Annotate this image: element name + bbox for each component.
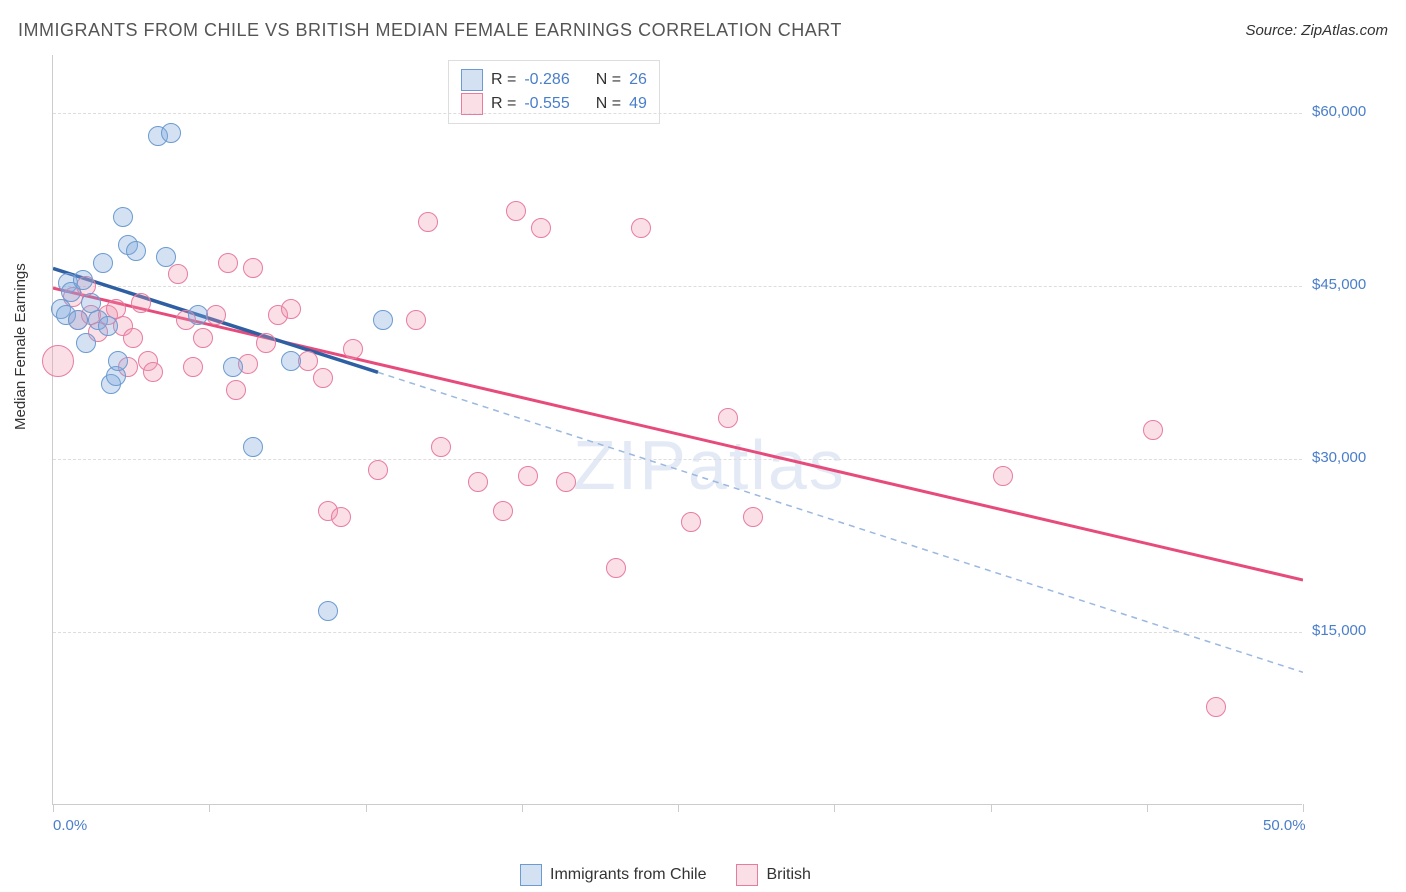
scatter-point-chile	[281, 351, 301, 371]
x-tick-label: 0.0%	[53, 817, 87, 834]
n-label: N =	[596, 95, 621, 113]
scatter-point-chile	[318, 601, 338, 621]
scatter-point-british	[343, 339, 363, 359]
x-tick	[1147, 804, 1148, 812]
scatter-point-british	[518, 466, 538, 486]
legend-item-british: British	[736, 864, 810, 886]
scatter-point-british	[506, 201, 526, 221]
watermark: ZIPatlas	[573, 425, 846, 505]
x-tick	[991, 804, 992, 812]
scatter-point-chile	[223, 357, 243, 377]
scatter-point-chile	[68, 310, 88, 330]
header: IMMIGRANTS FROM CHILE VS BRITISH MEDIAN …	[18, 20, 1388, 41]
legend-label-chile: Immigrants from Chile	[550, 866, 706, 884]
x-tick	[834, 804, 835, 812]
legend-row-british: R = -0.555 N = 49	[461, 93, 647, 115]
scatter-point-british	[168, 264, 188, 284]
x-tick	[678, 804, 679, 812]
x-tick-label: 50.0%	[1263, 817, 1306, 834]
scatter-point-chile	[243, 437, 263, 457]
scatter-point-british	[206, 305, 226, 325]
swatch-chile	[520, 864, 542, 886]
scatter-point-chile	[373, 310, 393, 330]
gridline	[53, 286, 1302, 287]
scatter-point-chile	[188, 305, 208, 325]
x-tick	[522, 804, 523, 812]
scatter-point-british	[218, 253, 238, 273]
r-label: R =	[491, 95, 516, 113]
chart-container: IMMIGRANTS FROM CHILE VS BRITISH MEDIAN …	[0, 0, 1406, 892]
gridline	[53, 113, 1302, 114]
chart-title: IMMIGRANTS FROM CHILE VS BRITISH MEDIAN …	[18, 20, 842, 41]
scatter-point-british	[493, 501, 513, 521]
legend-row-chile: R = -0.286 N = 26	[461, 69, 647, 91]
x-tick	[53, 804, 54, 812]
source-label: Source: ZipAtlas.com	[1245, 22, 1388, 39]
legend-item-chile: Immigrants from Chile	[520, 864, 706, 886]
swatch-british	[461, 93, 483, 115]
n-value-british: 49	[629, 95, 647, 113]
y-tick-label: $30,000	[1312, 449, 1382, 466]
series-legend: Immigrants from Chile British	[520, 864, 811, 886]
scatter-point-chile	[108, 351, 128, 371]
swatch-chile	[461, 69, 483, 91]
scatter-point-british	[313, 368, 333, 388]
scatter-point-british	[143, 362, 163, 382]
scatter-point-british	[183, 357, 203, 377]
scatter-point-british	[193, 328, 213, 348]
scatter-point-british	[1143, 420, 1163, 440]
y-tick-label: $45,000	[1312, 276, 1382, 293]
scatter-point-chile	[126, 241, 146, 261]
correlation-legend: R = -0.286 N = 26 R = -0.555 N = 49	[448, 60, 660, 124]
scatter-point-british	[226, 380, 246, 400]
r-label: R =	[491, 71, 516, 89]
scatter-point-british	[243, 258, 263, 278]
gridline	[53, 459, 1302, 460]
y-tick-label: $15,000	[1312, 622, 1382, 639]
scatter-point-chile	[161, 123, 181, 143]
scatter-point-british	[123, 328, 143, 348]
n-label: N =	[596, 71, 621, 89]
plot-area: ZIPatlas R = -0.286 N = 26 R = -0.555 N …	[52, 55, 1302, 805]
r-value-british: -0.555	[524, 95, 569, 113]
scatter-point-british	[1206, 697, 1226, 717]
scatter-point-british	[468, 472, 488, 492]
scatter-point-british	[606, 558, 626, 578]
scatter-point-british	[256, 333, 276, 353]
n-value-chile: 26	[629, 71, 647, 89]
scatter-point-british	[431, 437, 451, 457]
scatter-point-chile	[76, 333, 96, 353]
scatter-point-british	[406, 310, 426, 330]
scatter-point-chile	[73, 270, 93, 290]
scatter-point-british	[42, 345, 74, 377]
swatch-british	[736, 864, 758, 886]
scatter-point-chile	[98, 316, 118, 336]
y-axis-label: Median Female Earnings	[12, 263, 29, 430]
scatter-point-british	[743, 507, 763, 527]
scatter-point-british	[681, 512, 701, 532]
scatter-point-british	[556, 472, 576, 492]
x-tick	[1303, 804, 1304, 812]
scatter-point-british	[331, 507, 351, 527]
scatter-point-chile	[113, 207, 133, 227]
scatter-point-british	[368, 460, 388, 480]
scatter-point-british	[418, 212, 438, 232]
legend-label-british: British	[766, 866, 810, 884]
scatter-point-british	[531, 218, 551, 238]
gridline	[53, 632, 1302, 633]
r-value-chile: -0.286	[524, 71, 569, 89]
scatter-point-chile	[93, 253, 113, 273]
scatter-point-british	[993, 466, 1013, 486]
x-tick	[209, 804, 210, 812]
scatter-point-chile	[156, 247, 176, 267]
scatter-point-british	[718, 408, 738, 428]
scatter-point-british	[281, 299, 301, 319]
y-tick-label: $60,000	[1312, 103, 1382, 120]
x-tick	[366, 804, 367, 812]
scatter-point-british	[631, 218, 651, 238]
scatter-point-british	[131, 293, 151, 313]
scatter-point-british	[298, 351, 318, 371]
trend-line	[378, 372, 1303, 672]
